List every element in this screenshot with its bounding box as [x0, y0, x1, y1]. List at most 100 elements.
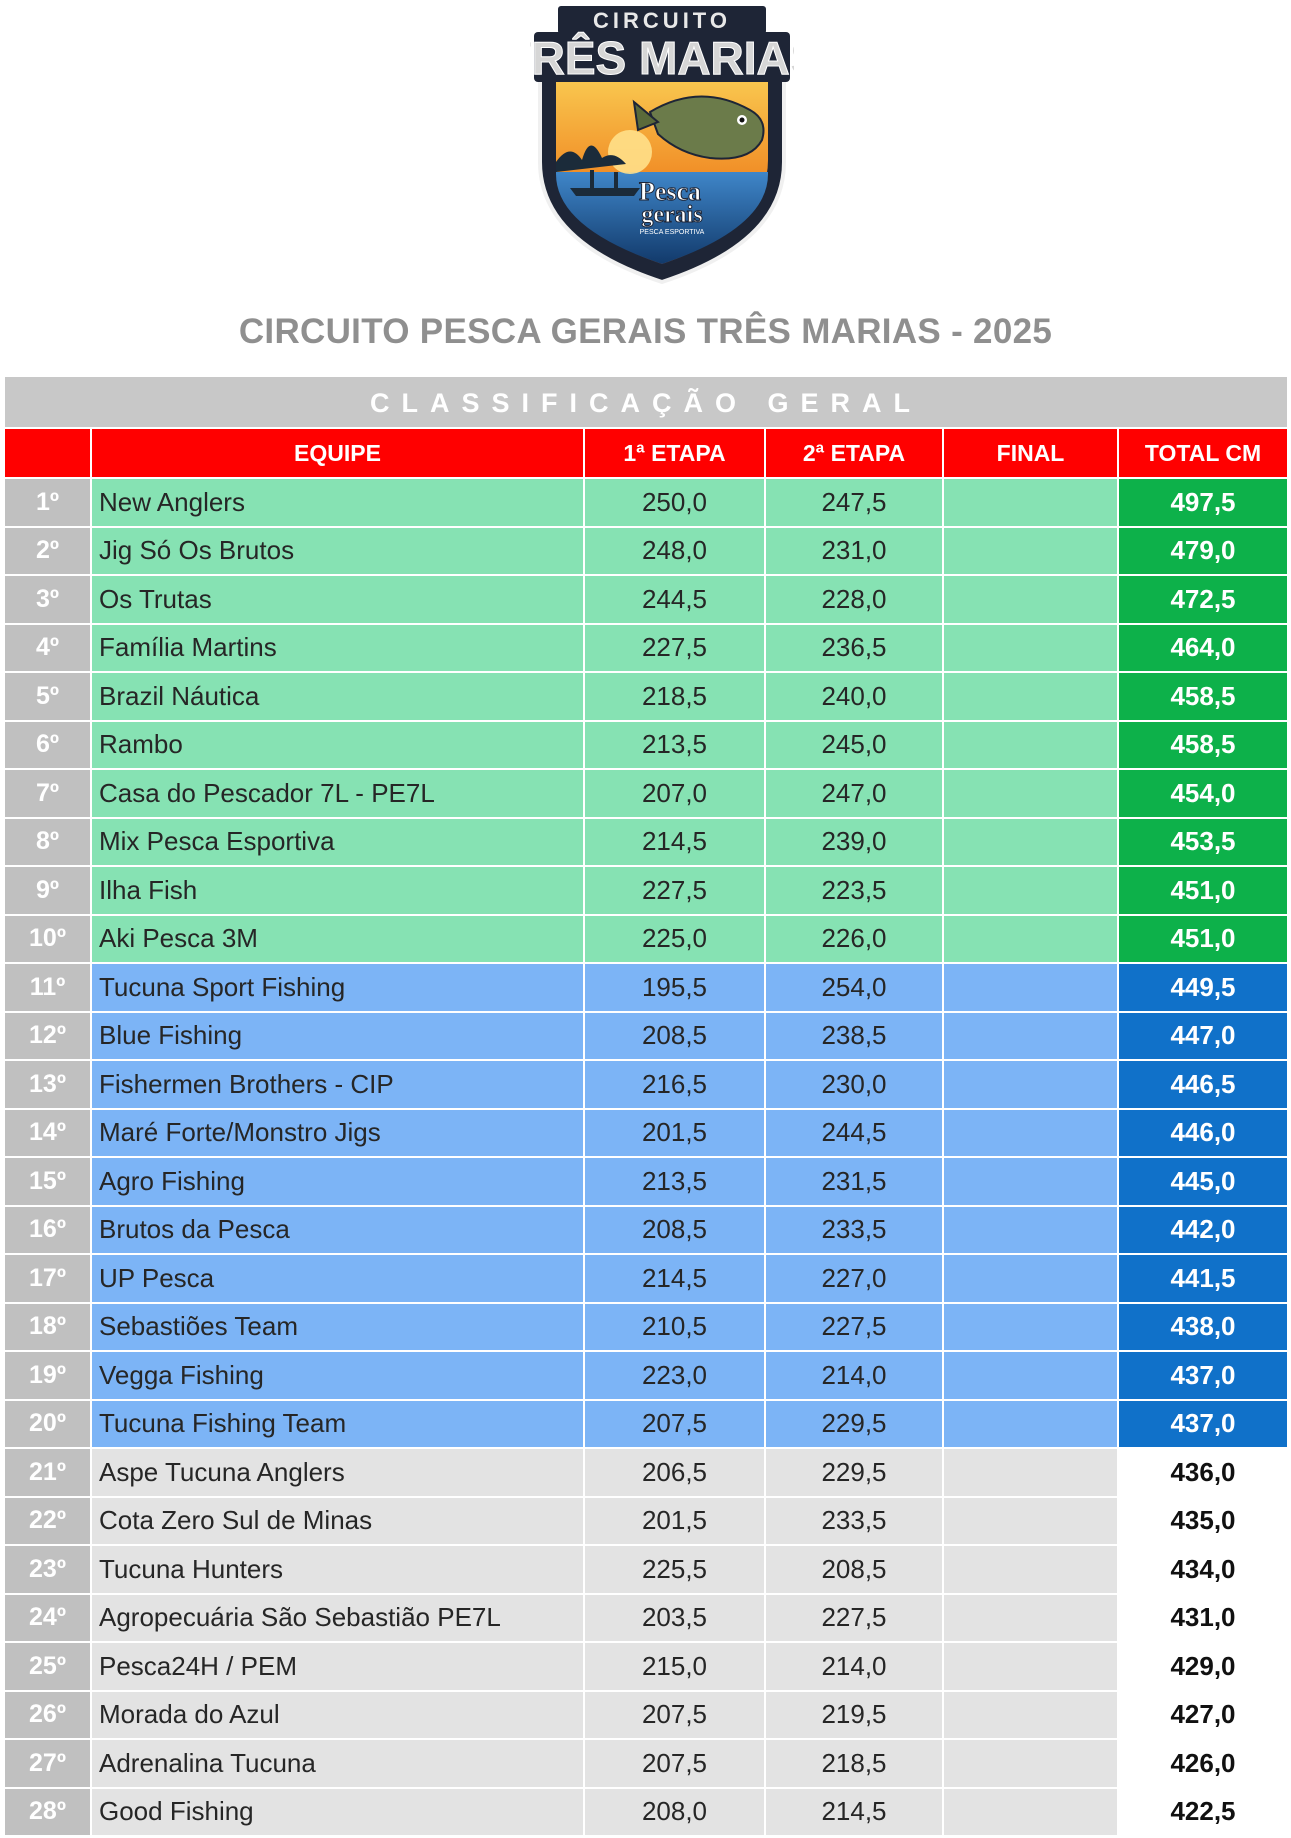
total-cell: 435,0: [1119, 1497, 1287, 1544]
team-cell: Cota Zero Sul de Minas: [92, 1497, 585, 1544]
team-cell: Aspe Tucuna Anglers: [92, 1449, 585, 1496]
stage1-cell: 195,5: [585, 964, 766, 1011]
stage2-cell: 227,0: [766, 1255, 944, 1302]
final-cell: [944, 1740, 1119, 1787]
stage2-cell: 239,0: [766, 818, 944, 865]
stage1-cell: 215,0: [585, 1643, 766, 1690]
team-cell: Os Trutas: [92, 576, 585, 623]
final-cell: [944, 1594, 1119, 1641]
stage1-cell: 203,5: [585, 1594, 766, 1641]
position-cell: 24º: [5, 1594, 92, 1641]
team-cell: Jig Só Os Brutos: [92, 527, 585, 574]
final-cell: [944, 1255, 1119, 1302]
position-cell: 26º: [5, 1691, 92, 1738]
table-row: 12º Blue Fishing 208,5 238,5 447,0: [5, 1012, 1287, 1061]
total-cell: 429,0: [1119, 1643, 1287, 1690]
stage1-cell: 248,0: [585, 527, 766, 574]
position-cell: 4º: [5, 624, 92, 671]
stage2-cell: 238,5: [766, 1012, 944, 1059]
stage1-cell: 227,5: [585, 867, 766, 914]
team-cell: New Anglers: [92, 479, 585, 526]
position-cell: 6º: [5, 721, 92, 768]
stage2-cell: 233,5: [766, 1206, 944, 1253]
team-cell: Agropecuária São Sebastião PE7L: [92, 1594, 585, 1641]
header-final: FINAL: [944, 429, 1119, 477]
position-cell: 14º: [5, 1109, 92, 1156]
final-cell: [944, 1691, 1119, 1738]
final-cell: [944, 964, 1119, 1011]
stage1-cell: 213,5: [585, 721, 766, 768]
team-cell: Tucuna Sport Fishing: [92, 964, 585, 1011]
team-cell: Mix Pesca Esportiva: [92, 818, 585, 865]
stage1-cell: 207,0: [585, 770, 766, 817]
table-row: 20º Tucuna Fishing Team 207,5 229,5 437,0: [5, 1400, 1287, 1449]
header-total: TOTAL CM: [1119, 429, 1287, 477]
stage2-cell: 227,5: [766, 1303, 944, 1350]
total-cell: 438,0: [1119, 1303, 1287, 1350]
stage1-cell: 227,5: [585, 624, 766, 671]
total-cell: 437,0: [1119, 1400, 1287, 1447]
team-cell: Agro Fishing: [92, 1158, 585, 1205]
stage1-cell: 225,0: [585, 915, 766, 962]
team-cell: Tucuna Hunters: [92, 1546, 585, 1593]
logo-top-text: CIRCUITO: [593, 8, 731, 33]
final-cell: [944, 867, 1119, 914]
stage2-cell: 214,0: [766, 1352, 944, 1399]
table-row: 14º Maré Forte/Monstro Jigs 201,5 244,5 446,…: [5, 1109, 1287, 1158]
position-cell: 19º: [5, 1352, 92, 1399]
stage1-cell: 210,5: [585, 1303, 766, 1350]
total-cell: 427,0: [1119, 1691, 1287, 1738]
position-cell: 22º: [5, 1497, 92, 1544]
table-row: 25º Pesca24H / PEM 215,0 214,0 429,0: [5, 1643, 1287, 1692]
table-row: 5º Brazil Náutica 218,5 240,0 458,5: [5, 673, 1287, 722]
position-cell: 8º: [5, 818, 92, 865]
stage2-cell: 231,0: [766, 527, 944, 574]
position-cell: 2º: [5, 527, 92, 574]
stage1-cell: 214,5: [585, 1255, 766, 1302]
stage2-cell: 254,0: [766, 964, 944, 1011]
stage1-cell: 250,0: [585, 479, 766, 526]
table-row: 24º Agropecuária São Sebastião PE7L 203,5 2…: [5, 1594, 1287, 1643]
total-cell: 454,0: [1119, 770, 1287, 817]
final-cell: [944, 770, 1119, 817]
team-cell: UP Pesca: [92, 1255, 585, 1302]
final-cell: [944, 673, 1119, 720]
final-cell: [944, 1788, 1119, 1835]
team-cell: Blue Fishing: [92, 1012, 585, 1059]
total-cell: 449,5: [1119, 964, 1287, 1011]
table-row: 19º Vegga Fishing 223,0 214,0 437,0: [5, 1352, 1287, 1401]
stage2-cell: 229,5: [766, 1400, 944, 1447]
table-row: 23º Tucuna Hunters 225,5 208,5 434,0: [5, 1546, 1287, 1595]
table-header-row: EQUIPE 1ª ETAPA 2ª ETAPA FINAL TOTAL CM: [5, 429, 1287, 479]
table-row: 3º Os Trutas 244,5 228,0 472,5: [5, 576, 1287, 625]
team-cell: Família Martins: [92, 624, 585, 671]
logo-main-text: TRÊS MARIAS: [530, 32, 794, 84]
final-cell: [944, 1400, 1119, 1447]
total-cell: 446,0: [1119, 1109, 1287, 1156]
final-cell: [944, 1643, 1119, 1690]
position-cell: 3º: [5, 576, 92, 623]
position-cell: 25º: [5, 1643, 92, 1690]
stage1-cell: 218,5: [585, 673, 766, 720]
table-row: 2º Jig Só Os Brutos 248,0 231,0 479,0: [5, 527, 1287, 576]
position-cell: 13º: [5, 1061, 92, 1108]
stage2-cell: 247,0: [766, 770, 944, 817]
final-cell: [944, 479, 1119, 526]
stage2-cell: 231,5: [766, 1158, 944, 1205]
position-cell: 10º: [5, 915, 92, 962]
final-cell: [944, 576, 1119, 623]
total-cell: 445,0: [1119, 1158, 1287, 1205]
total-cell: 441,5: [1119, 1255, 1287, 1302]
stage1-cell: 244,5: [585, 576, 766, 623]
stage2-cell: 214,0: [766, 1643, 944, 1690]
header-team: EQUIPE: [92, 429, 585, 477]
stage1-cell: 207,5: [585, 1400, 766, 1447]
position-cell: 18º: [5, 1303, 92, 1350]
stage1-cell: 208,0: [585, 1788, 766, 1835]
stage1-cell: 207,5: [585, 1740, 766, 1787]
final-cell: [944, 1546, 1119, 1593]
stage2-cell: 247,5: [766, 479, 944, 526]
ranking-table: CLASSIFICAÇÃO GERAL EQUIPE 1ª ETAPA 2ª E…: [5, 377, 1287, 1837]
position-cell: 17º: [5, 1255, 92, 1302]
